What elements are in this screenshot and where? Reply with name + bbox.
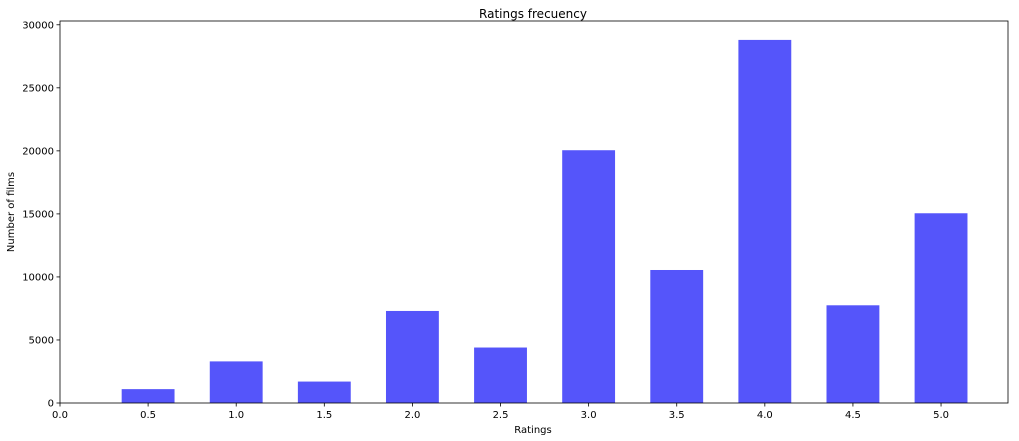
y-axis-label: Number of films: [6, 172, 17, 252]
x-tick-label: 1.0: [228, 410, 244, 421]
x-tick-label: 4.5: [845, 410, 861, 421]
y-tick-label: 0: [48, 399, 54, 410]
x-tick-label: 0.5: [140, 410, 156, 421]
x-axis-label: Ratings: [514, 425, 551, 436]
x-tick-label: 0.0: [52, 410, 68, 421]
bars: [121, 39, 968, 404]
bar-rating-1.5: [297, 381, 351, 403]
chart-title: Ratings frecuency: [479, 7, 587, 21]
x-axis-ticks: 0.0 0.5 1.0 1.5 2.0 2.5 3.0 3.5 4.0 4.5 5.0: [52, 403, 949, 421]
y-tick-label: 20000: [22, 146, 54, 157]
bar-rating-0.5: [121, 389, 175, 403]
y-tick-label: 5000: [29, 335, 54, 346]
bar-rating-4.0: [738, 39, 792, 404]
bar-rating-2.0: [385, 310, 439, 403]
bar-rating-3.5: [650, 269, 704, 403]
y-tick-label: 30000: [22, 20, 54, 31]
y-tick-label: 10000: [22, 272, 54, 283]
x-tick-label: 5.0: [933, 410, 949, 421]
bar-rating-4.5: [826, 305, 880, 403]
y-tick-label: 15000: [22, 209, 54, 220]
x-tick-label: 2.5: [493, 410, 509, 421]
x-tick-label: 3.0: [581, 410, 597, 421]
x-tick-label: 1.5: [316, 410, 332, 421]
plot-frame: [59, 20, 1009, 404]
x-tick-label: 2.0: [404, 410, 420, 421]
bar-rating-5.0: [914, 213, 968, 403]
x-tick-label: 4.0: [757, 410, 773, 421]
bar-rating-2.5: [474, 347, 527, 403]
bar-rating-1.0: [209, 361, 263, 403]
y-tick-label: 25000: [22, 83, 54, 94]
bar-rating-3.0: [562, 150, 616, 403]
x-tick-label: 3.5: [669, 410, 685, 421]
y-axis-ticks: 0 5000 10000 15000 20000 25000 30000: [22, 20, 60, 410]
